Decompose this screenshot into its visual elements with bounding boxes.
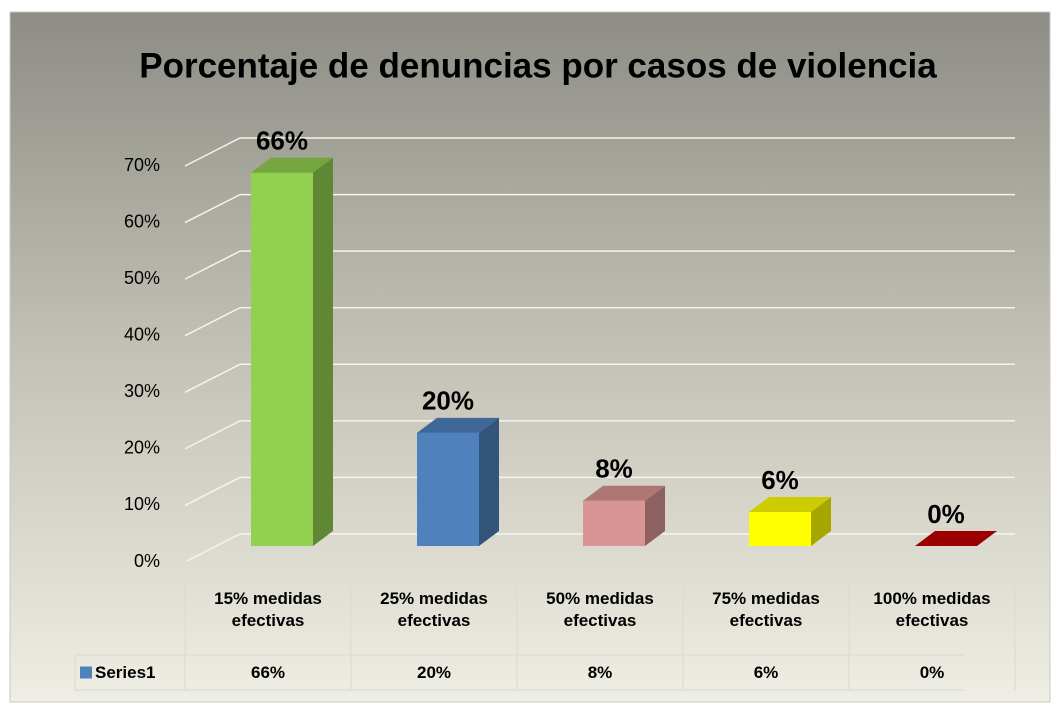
chart-title: Porcentaje de denuncias por casos de vio… <box>139 46 937 85</box>
bar-top <box>915 531 997 546</box>
y-tick-label: 60% <box>124 211 160 231</box>
bar-top <box>583 485 665 501</box>
table-value: 66% <box>250 662 286 682</box>
bar-top <box>251 157 333 173</box>
table-value: 6% <box>753 662 779 682</box>
y-tick-label: 30% <box>124 381 160 401</box>
category-label: 15% medidas efectivas <box>214 588 322 630</box>
table-value: 0% <box>919 662 945 682</box>
bar <box>417 432 479 546</box>
data-label: 8% <box>595 454 633 484</box>
grid-line <box>184 476 1015 507</box>
data-label: 66% <box>256 126 308 156</box>
table-value: 8% <box>587 662 613 682</box>
category-label: 50% medidas efectivas <box>546 588 654 630</box>
grid-line <box>184 363 1015 393</box>
category-label: 100% medidas efectivas <box>873 588 991 630</box>
bar-top <box>749 497 831 513</box>
grid-line <box>184 420 1015 450</box>
bar <box>583 500 645 546</box>
data-label: 0% <box>927 499 965 529</box>
y-tick-label: 0% <box>134 551 160 571</box>
bar <box>251 172 313 546</box>
grid-line <box>184 137 1015 167</box>
chart-background <box>9 11 1051 703</box>
bar <box>749 512 811 546</box>
bar-side <box>479 417 499 546</box>
y-tick-label: 10% <box>124 494 160 514</box>
bar-top <box>417 417 499 433</box>
grid-line <box>184 250 1015 280</box>
table-value: 20% <box>416 662 452 682</box>
y-tick-label: 40% <box>124 324 160 344</box>
legend-key <box>80 666 92 679</box>
legend-label: Series1 <box>95 662 156 682</box>
grid-line <box>184 193 1015 224</box>
data-label: 20% <box>422 386 474 416</box>
bar-side <box>645 485 665 546</box>
category-label: 75% medidas efectivas <box>712 588 820 630</box>
bar-side <box>811 497 831 546</box>
category-label: 25% medidas efectivas <box>380 588 488 630</box>
data-label: 6% <box>761 465 799 495</box>
y-tick-label: 70% <box>124 155 160 175</box>
grid-line <box>184 306 1015 337</box>
y-tick-label: 50% <box>124 268 160 288</box>
y-tick-label: 20% <box>124 438 160 458</box>
bar-side <box>313 157 333 546</box>
